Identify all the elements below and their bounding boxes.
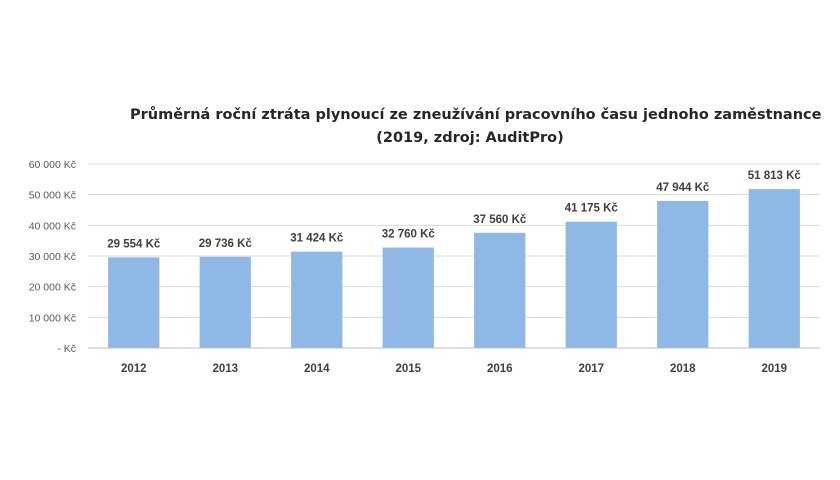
data-label: 47 944 Kč — [656, 182, 710, 194]
y-tick-label: 20 000 Kč — [29, 282, 76, 294]
y-tick-label: 50 000 Kč — [29, 190, 76, 202]
y-tick-label: 10 000 Kč — [29, 312, 76, 324]
y-tick-label: 40 000 Kč — [29, 220, 76, 232]
bar — [748, 189, 800, 348]
bar — [565, 221, 617, 348]
bar — [199, 256, 251, 348]
chart-title: Průměrná roční ztráta plynoucí ze zneuží… — [130, 104, 822, 150]
x-tick-label: 2017 — [578, 363, 604, 375]
x-tick-label: 2019 — [761, 363, 787, 375]
x-tick-label: 2016 — [487, 363, 513, 375]
chart-title-line-1: Průměrná roční ztráta plynoucí ze zneuží… — [130, 107, 822, 123]
data-label: 51 813 Kč — [748, 170, 802, 182]
data-label: 31 424 Kč — [290, 233, 344, 245]
bar — [474, 232, 526, 348]
y-tick-label: 60 000 Kč — [29, 159, 76, 171]
x-tick-label: 2018 — [670, 363, 696, 375]
bar — [291, 251, 343, 348]
bar — [382, 247, 434, 348]
x-tick-label: 2012 — [121, 363, 147, 375]
y-tick-label: - Kč — [57, 343, 76, 355]
data-label: 37 560 Kč — [473, 214, 527, 226]
data-label: 32 760 Kč — [382, 229, 436, 241]
y-tick-label: 30 000 Kč — [29, 251, 76, 263]
data-label: 41 175 Kč — [565, 203, 619, 215]
data-label: 29 736 Kč — [199, 238, 253, 250]
chart-title-line-2: (2019, zdroj: AuditPro) — [376, 130, 564, 146]
x-tick-label: 2015 — [395, 363, 421, 375]
bar — [657, 200, 709, 348]
x-tick-label: 2014 — [304, 363, 330, 375]
bar — [108, 257, 160, 348]
x-tick-label: 2013 — [212, 363, 238, 375]
data-label: 29 554 Kč — [107, 238, 161, 250]
